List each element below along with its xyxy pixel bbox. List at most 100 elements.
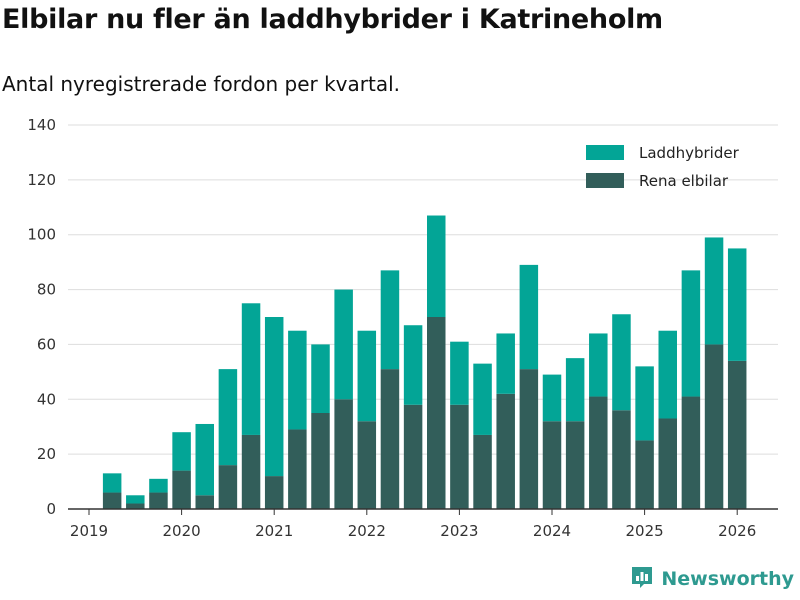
y-tick-label: 40 xyxy=(37,390,56,408)
bar-group xyxy=(149,478,168,509)
x-tick-label: 2024 xyxy=(533,522,571,540)
x-tick-label: 2026 xyxy=(718,522,756,540)
bar-group xyxy=(403,325,423,509)
bar-laddhybrider xyxy=(496,333,515,394)
legend-swatch-rena-elbilar xyxy=(586,173,624,188)
bar-group xyxy=(357,330,377,509)
bar-laddhybrider xyxy=(450,341,469,405)
y-tick-label: 120 xyxy=(27,171,56,189)
bar-rena-elbilar xyxy=(218,465,238,509)
legend-label-rena-elbilar: Rena elbilar xyxy=(639,172,729,190)
bar-group xyxy=(565,358,585,509)
bar-rena-elbilar xyxy=(172,470,191,509)
bar-laddhybrider xyxy=(658,330,677,419)
y-tick-label: 100 xyxy=(27,226,56,244)
bar-laddhybrider xyxy=(264,317,284,477)
bar-laddhybrider xyxy=(149,478,168,493)
chart-title: Elbilar nu fler än laddhybrider i Katrin… xyxy=(2,4,663,35)
bar-laddhybrider xyxy=(727,248,747,361)
bar-rena-elbilar xyxy=(380,369,400,509)
bar-group xyxy=(126,495,145,509)
bar-laddhybrider xyxy=(427,215,446,317)
x-axis-ticks: 2019 2020 2021 2022 2023 2024 2025 2026 xyxy=(70,509,756,540)
bar-group xyxy=(681,270,701,509)
bar-rena-elbilar xyxy=(288,429,307,509)
bar-rena-elbilar xyxy=(542,421,562,509)
bar-group xyxy=(264,317,284,509)
bar-laddhybrider xyxy=(612,314,631,411)
bar-group xyxy=(612,314,631,509)
bar-rena-elbilar xyxy=(658,418,677,509)
x-tick-label: 2020 xyxy=(163,522,201,540)
bar-group xyxy=(450,341,469,509)
bar-group xyxy=(704,237,724,509)
bar-laddhybrider xyxy=(565,358,585,422)
bar-rena-elbilar xyxy=(496,393,515,509)
bar-rena-elbilar xyxy=(264,476,284,509)
bar-laddhybrider xyxy=(218,369,238,466)
bar-rena-elbilar xyxy=(126,503,145,509)
bars xyxy=(102,215,747,509)
bar-laddhybrider xyxy=(473,363,492,435)
x-tick-label: 2022 xyxy=(348,522,386,540)
bar-laddhybrider xyxy=(102,473,122,493)
bar-group xyxy=(635,366,654,509)
bar-group xyxy=(172,432,191,509)
bar-group xyxy=(427,215,446,509)
bar-laddhybrider xyxy=(704,237,724,345)
bar-rena-elbilar xyxy=(635,440,654,509)
bar-rena-elbilar xyxy=(195,495,214,509)
bar-group xyxy=(334,289,353,509)
brand-name: Newsworthy xyxy=(661,568,794,590)
bar-group xyxy=(658,330,677,509)
y-tick-label: 20 xyxy=(37,445,56,463)
bar-laddhybrider xyxy=(357,330,377,422)
x-tick-label: 2023 xyxy=(440,522,478,540)
bar-laddhybrider xyxy=(589,333,608,397)
y-axis-ticks: 0 20 40 60 80 100 120 140 xyxy=(27,116,56,518)
bar-group xyxy=(473,363,492,509)
legend-label-laddhybrider: Laddhybrider xyxy=(639,144,740,162)
x-tick-label: 2019 xyxy=(70,522,108,540)
x-tick-label: 2025 xyxy=(626,522,664,540)
y-tick-label: 60 xyxy=(37,335,56,353)
bar-group xyxy=(288,330,307,509)
bar-rena-elbilar xyxy=(357,421,377,509)
bar-laddhybrider xyxy=(542,374,562,422)
bar-rena-elbilar xyxy=(450,404,469,509)
bar-laddhybrider xyxy=(241,303,261,435)
bar-rena-elbilar xyxy=(102,492,122,509)
bar-laddhybrider xyxy=(380,270,400,370)
bar-rena-elbilar xyxy=(681,396,701,509)
bar-rena-elbilar xyxy=(704,344,724,509)
bar-laddhybrider xyxy=(334,289,353,400)
bar-group xyxy=(195,423,214,509)
bar-group xyxy=(241,303,261,509)
bar-group xyxy=(496,333,515,509)
bar-laddhybrider xyxy=(288,330,307,430)
bar-laddhybrider xyxy=(126,495,145,504)
bar-rena-elbilar xyxy=(473,434,492,509)
bar-rena-elbilar xyxy=(589,396,608,509)
newsworthy-logo-icon xyxy=(629,564,655,594)
bar-rena-elbilar xyxy=(241,434,261,509)
bar-group xyxy=(102,473,122,509)
bar-laddhybrider xyxy=(681,270,701,397)
bar-laddhybrider xyxy=(311,344,330,413)
bar-laddhybrider xyxy=(172,432,191,471)
bar-rena-elbilar xyxy=(727,360,747,509)
newsworthy-brand: Newsworthy xyxy=(629,564,794,594)
legend-swatch-laddhybrider xyxy=(586,145,624,160)
bar-rena-elbilar xyxy=(565,421,585,509)
bar-rena-elbilar xyxy=(612,410,631,509)
chart-subtitle: Antal nyregistrerade fordon per kvartal. xyxy=(2,72,401,96)
bar-group xyxy=(311,344,330,509)
bar-group xyxy=(589,333,608,509)
x-tick-label: 2021 xyxy=(255,522,293,540)
y-tick-label: 0 xyxy=(46,500,56,518)
bar-group xyxy=(727,248,747,509)
bar-laddhybrider xyxy=(195,423,214,496)
y-tick-label: 140 xyxy=(27,116,56,134)
bar-laddhybrider xyxy=(635,366,654,441)
